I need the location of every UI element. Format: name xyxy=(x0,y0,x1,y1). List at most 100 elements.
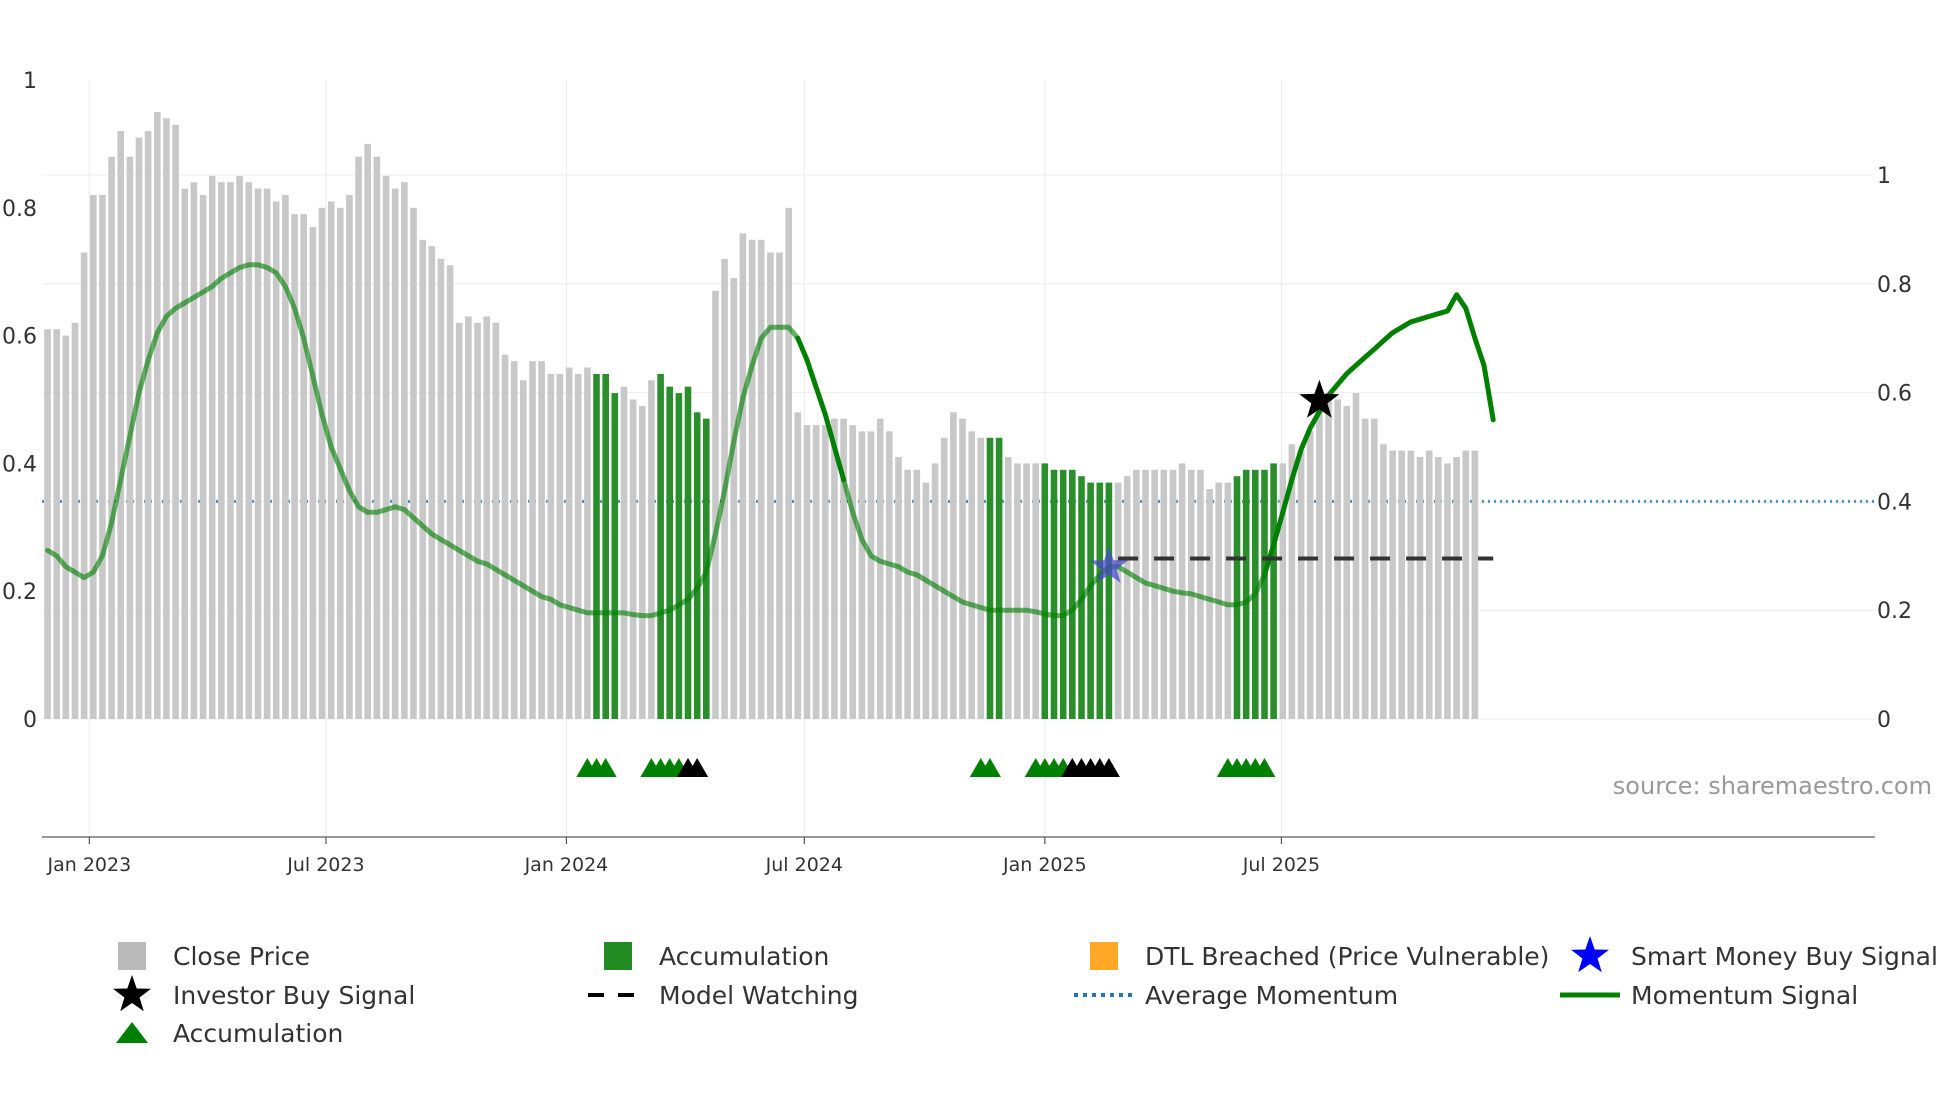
accumulation-bar xyxy=(1261,469,1268,719)
accumulation-bar xyxy=(666,386,673,719)
legend-item-investor_buy: Investor Buy Signal xyxy=(113,975,415,1012)
close-price-bar xyxy=(501,354,509,719)
close-price-bar xyxy=(483,316,490,719)
right-tick-label: 0.2 xyxy=(1877,599,1912,624)
close-price-bar xyxy=(80,252,88,719)
close-price-bar xyxy=(446,265,454,719)
close-price-bar xyxy=(90,195,97,719)
investor-buy-star xyxy=(1299,379,1340,418)
close-price-bar xyxy=(1343,405,1351,719)
close-price-bar xyxy=(840,418,847,719)
close-price-bar xyxy=(1416,457,1424,719)
close-price-bar xyxy=(730,278,738,719)
close-price-bar xyxy=(1398,450,1405,719)
momentum-signal-line xyxy=(45,262,1496,619)
close_price-label: Close Price xyxy=(173,942,310,971)
x-tick-label: Jan 2024 xyxy=(524,854,609,876)
investor-buy-marker xyxy=(686,758,709,777)
accumulation-bar xyxy=(1242,469,1250,719)
right-tick-label: 0 xyxy=(1877,708,1891,733)
model_watching-label: Model Watching xyxy=(659,981,859,1010)
close-price-bar xyxy=(1206,489,1213,719)
close-price-bar xyxy=(538,361,545,719)
close-price-bar xyxy=(913,469,921,719)
close-price-bar xyxy=(867,431,875,719)
accumulation-bar xyxy=(1069,469,1076,719)
close-price-bar xyxy=(959,418,966,719)
close-price-bar xyxy=(218,182,225,719)
left-tick-label: 0 xyxy=(23,708,37,733)
close-price-bar xyxy=(272,201,280,719)
left-tick-label: 1 xyxy=(23,69,37,94)
close-price-bar xyxy=(767,252,774,719)
accumulation_bar-label: Accumulation xyxy=(659,942,829,971)
close-price-bar xyxy=(373,156,381,719)
close-price-bar xyxy=(318,207,326,720)
legend: Close Price Accumulation DTL Breached (Pri… xyxy=(113,936,1938,1048)
close-price-bar xyxy=(181,188,188,720)
accumulation-bar xyxy=(657,373,664,719)
accumulation-bar xyxy=(1041,463,1049,719)
close-price-bar xyxy=(346,195,353,719)
close-price-bar xyxy=(1453,457,1460,719)
momentum-signal-faded xyxy=(841,477,1267,619)
close-price-bar xyxy=(739,233,747,719)
buy-signal-stars xyxy=(1089,379,1340,583)
accumulation_bar-swatch xyxy=(604,942,632,970)
close-price-bar xyxy=(382,175,390,719)
left-tick-label: 0.4 xyxy=(2,452,37,477)
close-price-bar xyxy=(62,335,70,719)
legend-item-dtl_breached: DTL Breached (Price Vulnerable) xyxy=(1090,942,1549,971)
legend-item-close_price: Close Price xyxy=(118,942,310,971)
close_price-swatch xyxy=(118,942,146,970)
close-price-bar xyxy=(648,380,655,719)
accumulation-marker xyxy=(1253,758,1276,777)
close-price-bar xyxy=(1224,482,1232,719)
accumulation-bar xyxy=(684,386,692,719)
accumulation-bar xyxy=(1270,463,1277,719)
right-tick-label: 0.6 xyxy=(1877,382,1912,407)
date-axis-ticks: Jan 2023 Jul 2023 Jan 2024 Jul 2024 Jan 2025… xyxy=(46,837,1320,876)
left-tick-label: 0.6 xyxy=(2,325,37,350)
close-price-bar xyxy=(236,175,243,719)
close-price-bar xyxy=(858,431,866,719)
close-price-bar xyxy=(117,131,124,720)
close-price-bar xyxy=(1133,469,1140,719)
close-price-bar xyxy=(1114,482,1122,719)
close-price-bar xyxy=(1123,476,1131,719)
close-price-bar xyxy=(822,425,829,719)
close-price-bar xyxy=(886,431,893,719)
close-price-bar xyxy=(556,373,564,719)
close-price-bar xyxy=(629,399,637,719)
close-price-bar xyxy=(254,188,262,720)
legend-item-model_watching: Model Watching xyxy=(588,981,859,1010)
accumulation-bar xyxy=(1233,476,1241,719)
close-price-bar xyxy=(520,380,527,719)
close-price-bar xyxy=(401,182,408,719)
accumulation-bar xyxy=(693,412,701,719)
momentum_signal-label: Momentum Signal xyxy=(1631,981,1858,1010)
momentum-signal-solid xyxy=(795,335,847,483)
investor_buy-swatch-star-icon xyxy=(113,975,151,1012)
close-price-bar xyxy=(1352,393,1360,719)
close-price-bar xyxy=(465,316,472,719)
close-price-bar xyxy=(99,195,106,719)
close-price-bar xyxy=(1023,463,1030,719)
close-price-bar xyxy=(154,112,161,719)
close-price-bar xyxy=(895,457,902,719)
smart_money-swatch-star-icon xyxy=(1571,936,1609,973)
close-price-bar xyxy=(1380,444,1387,719)
close-price-bar xyxy=(931,463,939,719)
close-price-bar xyxy=(1425,450,1433,719)
close-price-bar xyxy=(1471,450,1479,719)
close-price-bar xyxy=(1142,469,1149,719)
close-price-bar xyxy=(922,482,930,719)
x-tick-label: Jan 2025 xyxy=(1002,854,1087,876)
close-price-bar xyxy=(1005,457,1012,719)
close-price-bar xyxy=(1306,431,1314,719)
close-price-bar xyxy=(584,367,591,719)
close-price-bar xyxy=(309,227,317,719)
close-price-bar xyxy=(1389,450,1396,719)
close-price-bar xyxy=(190,182,198,719)
